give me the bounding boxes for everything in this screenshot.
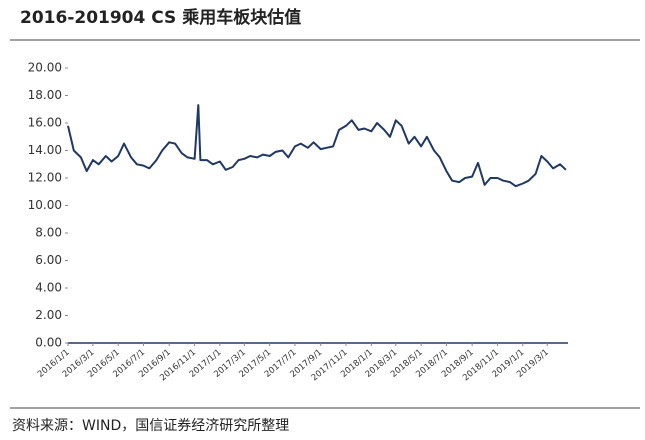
y-tick-label: 8.00 [35, 226, 62, 240]
y-tick-label: 16.00 [28, 116, 62, 130]
y-tick-label: 12.00 [28, 171, 62, 185]
chart-title: 2016-201904 CS 乘用车板块估值 [20, 7, 301, 28]
y-tick-label: 0.00 [35, 336, 62, 350]
source-note: 资料来源：WIND，国信证券经济研究所整理 [12, 418, 289, 434]
y-tick-label: 20.00 [28, 61, 62, 75]
y-tick-label: 10.00 [28, 198, 62, 212]
y-tick-label: 6.00 [35, 253, 62, 267]
y-tick-label: 4.00 [35, 281, 62, 295]
y-tick-label: 2.00 [35, 308, 62, 322]
series-line [67, 104, 567, 188]
y-tick-label: 14.00 [28, 143, 62, 157]
y-tick-label: 18.00 [28, 88, 62, 102]
